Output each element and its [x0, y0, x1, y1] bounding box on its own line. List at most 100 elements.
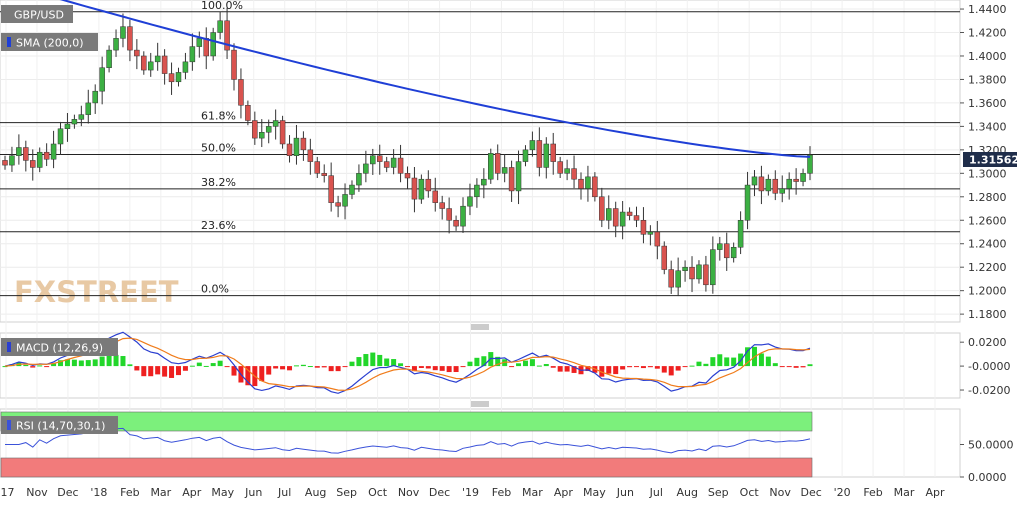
- sma-color-swatch: [7, 37, 11, 47]
- macd-bar: [786, 366, 792, 368]
- macd-bar: [2, 366, 8, 368]
- macd-bar: [460, 366, 466, 368]
- candle-body: [300, 137, 307, 151]
- candle-body: [335, 202, 341, 207]
- price-panel[interactable]: [0, 0, 961, 323]
- time-tick-label: Sep: [336, 486, 357, 499]
- candle-body: [758, 176, 765, 192]
- fibonacci-levels: 100.0% 61.8% 50.0% 38.2% 23.6% 0.0%: [0, 0, 960, 297]
- symbol-text: GBP/USD: [14, 9, 64, 22]
- candle-body: [196, 38, 203, 47]
- time-tick-label: Mar: [150, 486, 171, 499]
- candle-body: [744, 184, 751, 221]
- macd-bar: [210, 363, 216, 367]
- grid-lines: [0, 0, 960, 477]
- macd-bar: [689, 365, 695, 367]
- macd-bar: [710, 357, 716, 367]
- price-tick-label: 1.4000: [968, 50, 1007, 63]
- price-tick-label: 1.3600: [968, 97, 1007, 110]
- macd-bar: [328, 366, 334, 372]
- macd-bar: [356, 357, 362, 367]
- candle-body: [376, 155, 383, 162]
- candle-body: [259, 132, 265, 139]
- candle-body: [265, 126, 272, 133]
- macd-bar: [758, 353, 764, 367]
- symbol-label[interactable]: GBP/USD: [1, 5, 73, 23]
- rsi-oversold-zone: [0, 457, 813, 478]
- time-tick-label: Sep: [708, 486, 729, 499]
- macd-bar: [203, 365, 209, 367]
- candle-body: [606, 208, 612, 221]
- candle-body: [231, 49, 237, 80]
- macd-bar: [162, 366, 168, 377]
- candle-body: [425, 178, 432, 192]
- candle-body: [751, 176, 758, 186]
- candle-body: [640, 220, 647, 235]
- rsi-axis: 50.0000 0.0000: [960, 439, 1014, 484]
- fib-level-label: 50.0%: [201, 142, 236, 155]
- price-tick-label: 1.2800: [968, 191, 1007, 204]
- macd-bar: [432, 366, 438, 371]
- time-tick-label: Aug: [677, 486, 698, 499]
- time-tick-label: Jul: [649, 486, 663, 499]
- candle-body: [71, 119, 78, 125]
- candle-body: [161, 55, 168, 74]
- candle-body: [286, 143, 293, 156]
- macd-bar: [182, 366, 188, 371]
- macd-bar: [571, 366, 577, 373]
- fib-level-label: 38.2%: [201, 176, 236, 189]
- macd-bar: [800, 366, 806, 368]
- macd-bar: [287, 366, 293, 371]
- candle-body: [481, 178, 487, 186]
- candle-body: [16, 147, 22, 156]
- candle-body: [633, 215, 640, 221]
- time-tick-label: Apr: [554, 486, 574, 499]
- macd-bar: [467, 361, 473, 367]
- macd-bar: [78, 360, 84, 367]
- price-tick-label: 1.4200: [968, 27, 1007, 40]
- candle-body: [536, 140, 543, 168]
- macd-bar: [765, 356, 771, 367]
- rsi-label[interactable]: RSI (14,70,30,1): [1, 416, 118, 434]
- time-tick-label: Mar: [894, 486, 915, 499]
- macd-label[interactable]: MACD (12,26,9): [1, 338, 118, 356]
- splitter-handle-1[interactable]: [471, 324, 489, 330]
- candle-body: [50, 143, 57, 160]
- candle-body: [432, 190, 439, 203]
- fib-level-label: 23.6%: [201, 219, 236, 232]
- macd-bar: [106, 354, 112, 367]
- macd-panel[interactable]: [0, 332, 961, 399]
- splitter-handle-2[interactable]: [471, 401, 489, 407]
- fib-level-label: 100.0%: [201, 0, 243, 12]
- candle-body: [141, 55, 147, 71]
- candle-body: [550, 143, 556, 162]
- candle-body: [474, 184, 480, 198]
- macd-bar: [807, 364, 813, 367]
- time-tick-label: Oct: [740, 486, 760, 499]
- rsi-line: [5, 427, 811, 454]
- macd-bar: [654, 366, 660, 369]
- candle-body: [737, 220, 744, 248]
- macd-bar: [224, 366, 230, 368]
- macd-bar: [640, 366, 646, 369]
- candle-body: [800, 173, 806, 182]
- candle-body: [23, 147, 29, 161]
- sma-label[interactable]: SMA (200,0): [1, 33, 98, 51]
- candle-body: [793, 178, 799, 182]
- candle-body: [453, 220, 459, 227]
- candle-body: [272, 120, 279, 127]
- macd-bar: [529, 359, 535, 367]
- candle-body: [508, 167, 515, 192]
- macd-bar: [335, 366, 341, 372]
- candle-body: [370, 155, 376, 165]
- signal-line: [4, 337, 811, 391]
- time-tick-label: Jul: [277, 486, 291, 499]
- macd-bar: [384, 358, 390, 367]
- macd-bar: [599, 366, 605, 377]
- candle-body: [238, 79, 244, 106]
- macd-text: MACD (12,26,9): [16, 342, 103, 355]
- candle-body: [626, 211, 633, 216]
- rsi-tick-label: 50.0000: [968, 439, 1014, 452]
- price-tick-label: 1.2600: [968, 214, 1007, 227]
